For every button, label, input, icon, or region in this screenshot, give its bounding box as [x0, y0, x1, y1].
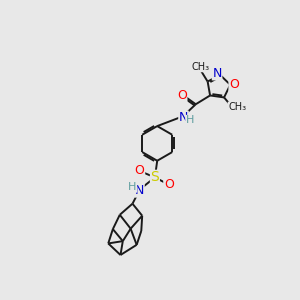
Text: O: O: [229, 78, 239, 91]
Text: S: S: [151, 170, 159, 184]
Text: CH₃: CH₃: [228, 102, 246, 112]
Text: O: O: [177, 89, 187, 102]
Text: O: O: [135, 164, 145, 177]
Text: N: N: [212, 67, 222, 80]
Text: N: N: [179, 111, 188, 124]
Text: CH₃: CH₃: [191, 62, 209, 72]
Text: H: H: [128, 182, 137, 192]
Text: N: N: [135, 184, 144, 197]
Text: H: H: [186, 116, 194, 125]
Text: O: O: [164, 178, 174, 191]
